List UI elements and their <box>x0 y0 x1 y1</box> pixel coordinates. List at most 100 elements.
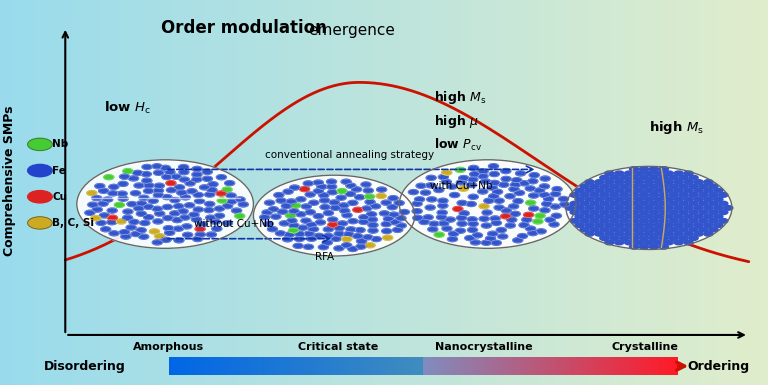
Circle shape <box>148 198 158 203</box>
Circle shape <box>654 240 664 245</box>
Circle shape <box>570 219 579 223</box>
Circle shape <box>458 186 468 191</box>
Circle shape <box>528 206 538 211</box>
Circle shape <box>328 222 338 227</box>
Circle shape <box>376 193 386 198</box>
Bar <box>551 357 553 375</box>
Circle shape <box>179 164 189 169</box>
Circle shape <box>580 219 589 223</box>
Bar <box>593 357 595 375</box>
Circle shape <box>515 190 525 195</box>
Circle shape <box>684 240 694 245</box>
Circle shape <box>664 223 674 228</box>
Circle shape <box>387 205 397 210</box>
Circle shape <box>664 171 674 176</box>
Circle shape <box>590 201 599 206</box>
Text: emergence: emergence <box>308 23 395 38</box>
Circle shape <box>610 201 619 206</box>
Bar <box>203 357 205 375</box>
Text: high $\mathit{M}_\mathrm{s}$: high $\mathit{M}_\mathrm{s}$ <box>649 119 704 136</box>
Circle shape <box>355 195 365 200</box>
Circle shape <box>620 192 629 197</box>
Circle shape <box>620 219 629 223</box>
Circle shape <box>644 188 654 193</box>
Circle shape <box>604 240 614 245</box>
Circle shape <box>123 209 133 214</box>
Bar <box>259 357 261 375</box>
Bar <box>642 357 644 375</box>
Circle shape <box>195 232 205 237</box>
Circle shape <box>630 167 639 171</box>
Circle shape <box>719 192 728 197</box>
Circle shape <box>142 178 152 183</box>
Bar <box>366 357 368 375</box>
Bar <box>323 357 326 375</box>
Circle shape <box>624 171 634 176</box>
Circle shape <box>713 188 723 193</box>
Circle shape <box>323 227 333 232</box>
Circle shape <box>502 208 511 213</box>
Bar <box>491 357 494 375</box>
Bar <box>472 357 475 375</box>
Circle shape <box>366 212 376 217</box>
Circle shape <box>468 177 478 182</box>
Bar <box>432 357 434 375</box>
Circle shape <box>296 212 306 217</box>
Circle shape <box>77 160 253 248</box>
Circle shape <box>484 198 494 203</box>
Bar <box>357 357 359 375</box>
Bar <box>177 357 180 375</box>
Bar <box>673 357 675 375</box>
Bar <box>589 357 592 375</box>
Circle shape <box>328 217 338 222</box>
Circle shape <box>649 184 658 189</box>
Circle shape <box>343 232 353 237</box>
Bar <box>298 357 300 375</box>
Text: Cu: Cu <box>52 192 68 202</box>
Bar <box>427 357 429 375</box>
Text: B, C, Si: B, C, Si <box>52 218 94 228</box>
Circle shape <box>699 192 708 197</box>
Circle shape <box>296 197 306 202</box>
Circle shape <box>421 190 431 195</box>
Bar <box>179 357 181 375</box>
Circle shape <box>425 183 435 188</box>
Circle shape <box>283 189 293 194</box>
Bar <box>552 357 554 375</box>
Circle shape <box>455 167 465 172</box>
Bar <box>449 357 451 375</box>
Circle shape <box>644 240 654 245</box>
Circle shape <box>644 180 654 184</box>
Circle shape <box>396 223 406 228</box>
Bar <box>674 357 677 375</box>
Text: Ordering: Ordering <box>687 360 749 373</box>
Bar <box>422 357 424 375</box>
Circle shape <box>409 189 419 194</box>
Bar <box>245 357 248 375</box>
Bar <box>328 357 331 375</box>
Circle shape <box>253 175 415 256</box>
Circle shape <box>492 189 502 194</box>
Circle shape <box>640 236 649 241</box>
Circle shape <box>367 217 377 222</box>
Circle shape <box>600 192 609 197</box>
Circle shape <box>197 222 207 227</box>
Circle shape <box>428 227 438 232</box>
Circle shape <box>92 207 102 212</box>
Circle shape <box>465 236 475 241</box>
Circle shape <box>223 204 233 209</box>
Bar <box>349 357 351 375</box>
Circle shape <box>177 190 187 195</box>
Circle shape <box>669 219 678 223</box>
Circle shape <box>713 214 723 219</box>
Circle shape <box>193 236 203 241</box>
Circle shape <box>449 231 458 236</box>
Circle shape <box>87 191 97 196</box>
Circle shape <box>694 188 703 193</box>
Circle shape <box>348 200 358 205</box>
Circle shape <box>640 175 649 180</box>
Circle shape <box>381 200 391 205</box>
Circle shape <box>624 206 634 210</box>
Bar <box>488 357 490 375</box>
Bar <box>461 357 463 375</box>
